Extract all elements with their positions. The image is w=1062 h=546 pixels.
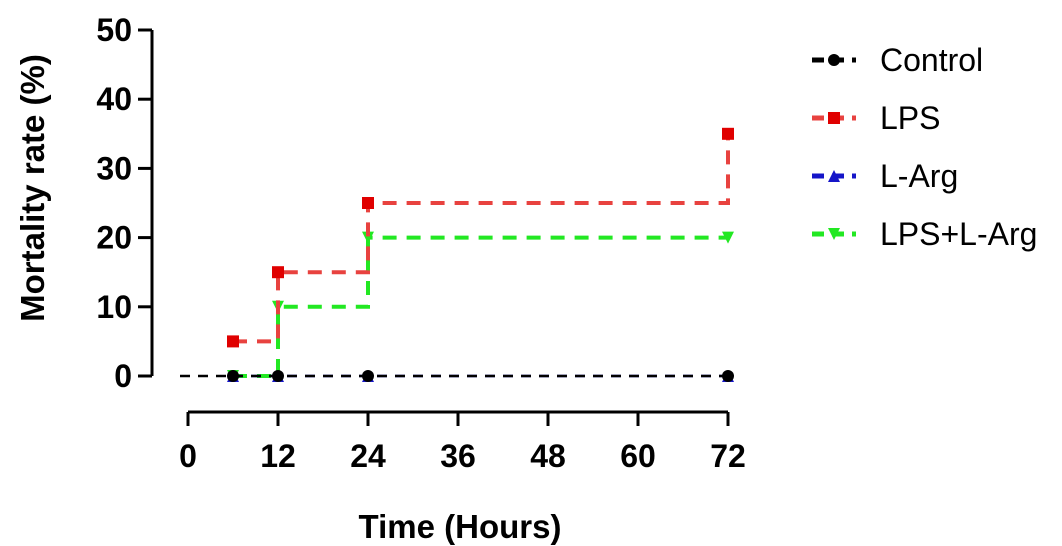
x-axis-title: Time (Hours)	[359, 508, 562, 545]
x-tick-label: 48	[530, 438, 566, 474]
series-line	[233, 235, 728, 378]
series-line	[233, 133, 730, 344]
data-point	[722, 127, 734, 140]
data-point	[272, 370, 284, 382]
series-lps-l-arg	[227, 231, 734, 382]
legend-item: LPS	[812, 100, 940, 136]
legend-label: Control	[880, 42, 983, 78]
legend-item: L-Arg	[812, 158, 958, 194]
data-point	[362, 197, 374, 209]
y-tick-label: 30	[96, 150, 132, 186]
data-point	[272, 266, 284, 279]
legend-item: LPS+L-Arg	[812, 216, 1037, 252]
data-point	[362, 370, 374, 382]
x-axis: 0 12 24 36 48 60 72	[179, 410, 746, 474]
x-tick-label: 12	[260, 438, 296, 474]
legend-label: LPS+L-Arg	[880, 216, 1037, 252]
legend-label: LPS	[880, 100, 940, 136]
x-tick-label: 72	[710, 438, 746, 474]
data-point	[362, 231, 374, 244]
legend-marker	[828, 54, 840, 66]
x-tick-label: 0	[179, 438, 197, 474]
legend: Control LPS L-Arg LPS+L-Arg	[812, 42, 1037, 252]
legend-label: L-Arg	[880, 158, 958, 194]
legend-marker	[828, 170, 840, 182]
data-point	[227, 335, 239, 348]
x-tick-label: 60	[620, 438, 656, 474]
data-point	[722, 370, 734, 382]
y-tick-label: 40	[96, 81, 132, 117]
series-layer	[180, 127, 734, 382]
data-point	[722, 231, 734, 244]
y-tick-label: 0	[114, 358, 132, 394]
y-tick-label: 10	[96, 289, 132, 325]
series-l-arg	[227, 370, 734, 382]
x-tick-label: 24	[350, 438, 386, 474]
y-axis: 0 10 20 30 40 50	[96, 12, 154, 394]
legend-marker	[828, 112, 840, 124]
y-tick-label: 20	[96, 220, 132, 256]
legend-item: Control	[812, 42, 983, 78]
y-axis-title: Mortality rate (%)	[14, 54, 51, 322]
series-control	[180, 370, 734, 382]
x-tick-label: 36	[440, 438, 476, 474]
y-tick-label: 50	[96, 12, 132, 48]
legend-marker	[828, 228, 840, 240]
data-point	[227, 370, 239, 382]
series-lps	[227, 127, 734, 348]
